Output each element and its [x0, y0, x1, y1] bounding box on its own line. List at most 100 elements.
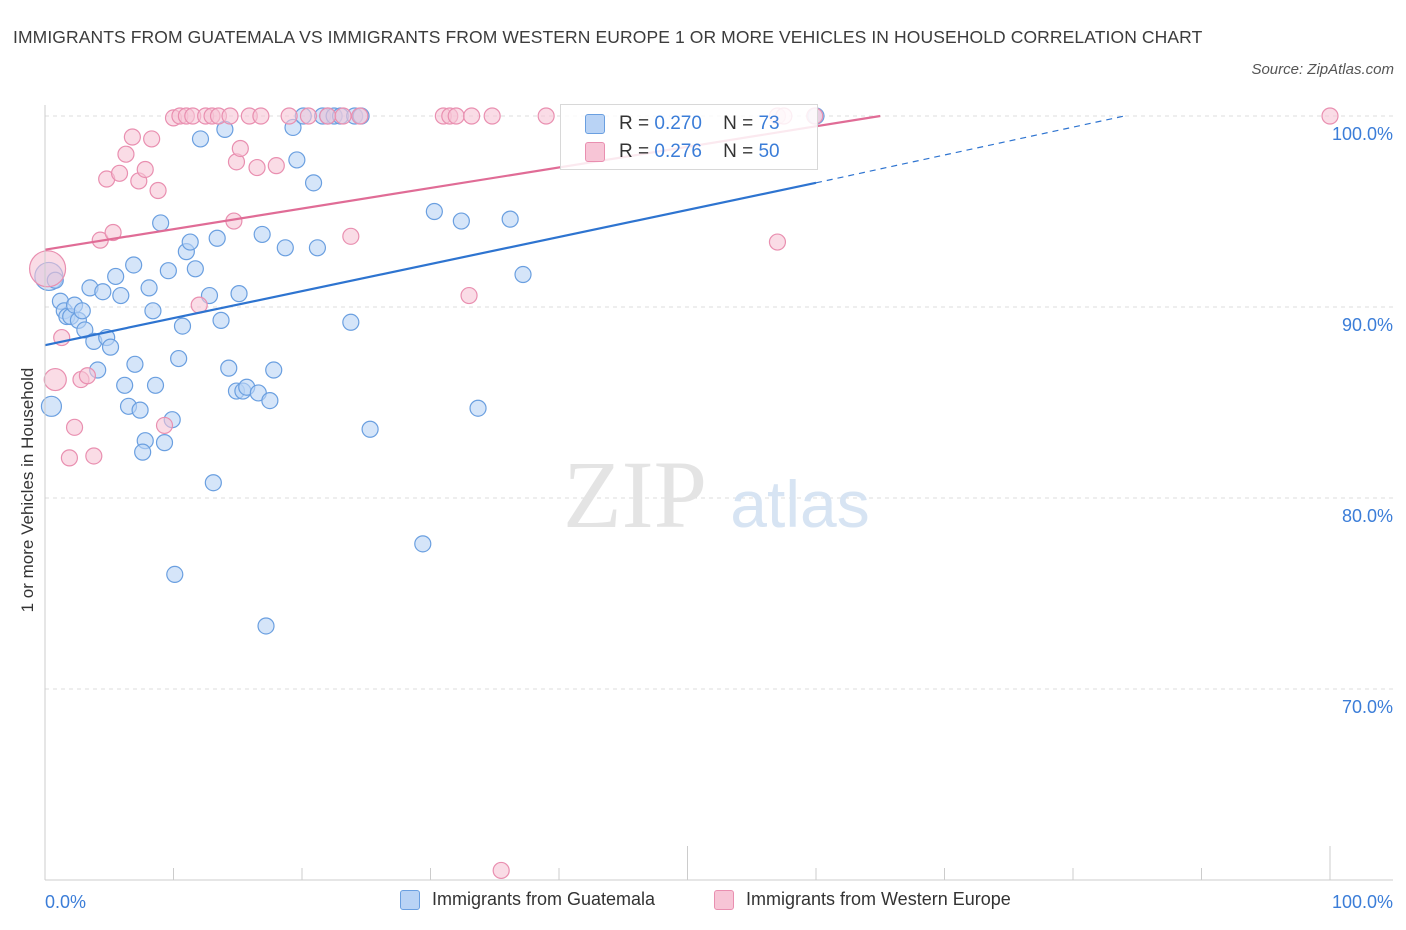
guatemala-point [191, 130, 210, 148]
source-label: Source: ZipAtlas.com [1251, 61, 1394, 78]
guatemala-point [170, 349, 188, 368]
western-europe-point [460, 286, 478, 305]
guatemala-point [469, 399, 487, 417]
guatemala-point [155, 434, 174, 452]
guatemala-point [288, 151, 306, 169]
legend-label-western-europe: Immigrants from Western Europe [746, 889, 1011, 909]
western-europe-point [43, 367, 67, 392]
legend-item-guatemala[interactable]: Immigrants from Guatemala [400, 889, 655, 910]
western-europe-point [60, 449, 79, 467]
gridlines [45, 115, 1393, 690]
y-tick-label: 80.0% [1342, 506, 1393, 526]
western-europe-point [351, 107, 369, 125]
guatemala-point [425, 202, 443, 221]
stats-n-value: 50 [758, 141, 780, 162]
guatemala-point [186, 260, 204, 278]
western-europe-point [28, 250, 67, 288]
western-europe-point [117, 145, 135, 163]
western-europe-point [492, 861, 510, 880]
guatemala-point [304, 174, 323, 192]
western-europe-point [65, 418, 84, 436]
western-europe-point [334, 107, 352, 125]
stats-swatch-guatemala [585, 114, 605, 134]
western-europe-point [299, 107, 318, 125]
guatemala-point [112, 286, 130, 305]
stats-r-value: 0.276 [654, 141, 702, 162]
western-europe-point [280, 107, 298, 125]
guatemala-point [204, 474, 222, 492]
western-europe-point [248, 158, 266, 177]
stats-r-label: R = [619, 141, 650, 162]
legend-item-western-europe[interactable]: Immigrants from Western Europe [714, 889, 1011, 910]
guatemala-point [361, 420, 379, 438]
guatemala-point [208, 229, 226, 247]
guatemala-point [212, 311, 230, 329]
guatemala-point [257, 617, 275, 635]
legend-label-guatemala: Immigrants from Guatemala [432, 889, 656, 909]
guatemala-point [261, 391, 279, 410]
guatemala-point [173, 317, 192, 335]
guatemala-point [101, 338, 120, 356]
watermark: ZIP atlas [563, 441, 870, 548]
western-europe-point [149, 181, 167, 200]
chart-title: IMMIGRANTS FROM GUATEMALA VS IMMIGRANTS … [13, 27, 1203, 47]
guatemala-point [253, 225, 271, 244]
axes: 100.0% 90.0% 80.0% 70.0% 0.0% 100.0% [44, 105, 1393, 912]
guatemala-point [116, 376, 134, 394]
guatemala-point [308, 239, 327, 257]
watermark-atlas: atlas [730, 467, 869, 541]
x-tick-label: 100.0% [1332, 892, 1393, 912]
guatemala-point [140, 279, 158, 297]
western-europe-point [252, 107, 270, 125]
western-europe-point [463, 107, 481, 125]
western-europe-point [483, 107, 501, 125]
y-tick-label: 90.0% [1342, 315, 1393, 335]
guatemala-point [107, 267, 125, 286]
x-tick-label: 0.0% [45, 892, 86, 912]
guatemala-point [166, 565, 184, 584]
stats-n-label: N = [723, 113, 754, 134]
guatemala-point [73, 302, 91, 320]
guatemala-point [134, 443, 152, 461]
y-tick-label: 70.0% [1342, 697, 1393, 717]
legend-swatch-western-europe [714, 889, 734, 910]
guatemala-point [220, 359, 238, 377]
western-europe-point [537, 107, 555, 125]
western-europe-point [136, 160, 154, 179]
stats-row-guatemala: R = 0.270 N = 73 [585, 111, 780, 137]
guatemala-point [514, 265, 532, 284]
western-europe-point [221, 107, 239, 125]
guatemala-point [501, 210, 519, 228]
guatemala-point [230, 285, 248, 303]
guatemala-trend-extension [815, 115, 1125, 184]
western-europe-point [155, 416, 174, 435]
y-tick-label: 100.0% [1332, 124, 1393, 144]
guatemala-point [94, 283, 112, 301]
guatemala-point [146, 376, 165, 394]
western-europe-point [1321, 107, 1339, 125]
guatemala-point [131, 401, 149, 419]
stats-row-western-europe: R = 0.276 N = 50 [585, 139, 780, 165]
guatemala-point [276, 239, 294, 257]
western-europe-point [143, 130, 161, 148]
guatemala-point [125, 256, 143, 274]
guatemala-point [414, 535, 432, 553]
western-europe-point [342, 227, 360, 245]
western-europe-point [319, 107, 337, 125]
stats-n-label: N = [723, 141, 754, 162]
stats-legend: R = 0.270 N = 73 R = 0.276 N = 50 [560, 104, 818, 170]
guatemala-point [181, 233, 199, 251]
western-europe-point [78, 367, 97, 385]
bottom-legend: Immigrants from Guatemala Immigrants fro… [0, 889, 1406, 917]
stats-n-value: 73 [758, 113, 780, 134]
stats-r-value: 0.270 [654, 113, 702, 134]
guatemala-point [159, 262, 177, 280]
guatemala-point [152, 214, 170, 232]
guatemala-point [342, 313, 360, 331]
western-europe-point [104, 223, 122, 242]
western-europe-point [85, 447, 103, 465]
western-europe-point [231, 139, 249, 158]
western-europe-point [110, 164, 129, 182]
watermark-zip: ZIP [563, 441, 707, 548]
